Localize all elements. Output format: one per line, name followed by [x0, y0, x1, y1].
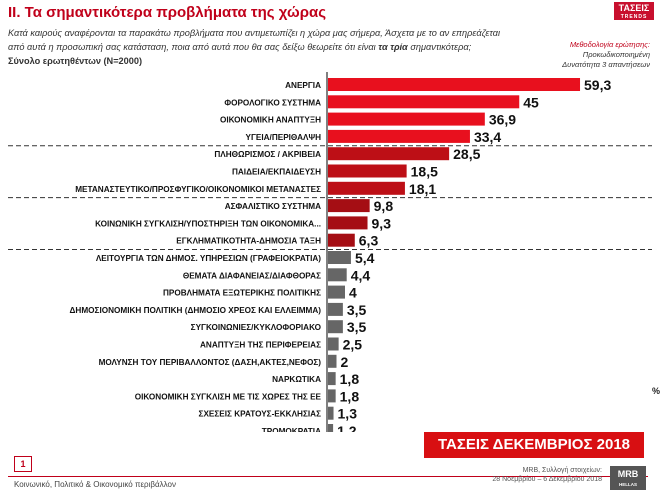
- value-label: 4,4: [351, 267, 371, 283]
- category-label: ΠΑΙΔΕΙΑ/ΕΚΠΑΙΔΕΥΣΗ: [232, 168, 321, 177]
- category-label: ΕΓΚΛΗΜΑΤΙΚΟΤΗΤΑ-ΔΗΜΟΣΙΑ ΤΑΞΗ: [176, 237, 321, 246]
- category-label: ΑΣΦΑΛΙΣΤΙΚΟ ΣΥΣΤΗΜΑ: [225, 202, 321, 211]
- bar: [328, 320, 343, 334]
- category-label: ΔΗΜΟΣΙΟΝΟΜΙΚΗ ΠΟΛΙΤΙΚΗ (ΔΗΜΟΣΙΟ ΧΡΕΟΣ ΚΑ…: [70, 306, 322, 315]
- value-label: 45: [523, 94, 539, 110]
- bar: [328, 302, 343, 316]
- footer-source: MRB, Συλλογή στοιχείων: 28 Νοεμβρίου – 6…: [452, 466, 602, 484]
- bar: [328, 354, 337, 368]
- category-label: ΚΟΙΝΩΝΙΚΗ ΣΥΓΚΛΙΣΗ/ΥΠΟΣΤΗΡΙΞΗ ΤΩΝ ΟΙΚΟΝΟ…: [95, 219, 321, 228]
- value-label: 18,5: [411, 164, 438, 180]
- question-line-2: από αυτά η προσωπική σας κατάσταση, ποια…: [8, 40, 568, 54]
- bar: [328, 372, 336, 386]
- footer-section: Κοινωνικό, Πολιτικό & Οικονομικό περιβάλ…: [14, 480, 176, 489]
- source-line-1: MRB, Συλλογή στοιχείων:: [522, 467, 602, 474]
- category-label: ΦΟΡΟΛΟΓΙΚΟ ΣΥΣΤΗΜΑ: [224, 98, 321, 107]
- taseis-logo: ΤΑΣΕΙΣ TRENDS: [614, 2, 654, 20]
- value-label: 9,8: [374, 198, 394, 214]
- question-line-2-bold: τα τρία: [378, 42, 408, 52]
- bar: [328, 406, 334, 420]
- unit-marker: %: [652, 386, 660, 396]
- bar: [328, 251, 351, 264]
- category-label: ΠΡΟΒΛΗΜΑΤΑ ΕΞΩΤΕΡΙΚΗΣ ΠΟΛΙΤΙΚΗΣ: [163, 289, 321, 298]
- mrb-logo: MRB HELLAS: [610, 466, 646, 490]
- bar-chart: ΑΝΕΡΓΙΑ 59,3 ΦΟΡΟΛΟΓΙΚΟ ΣΥΣΤΗΜΑ 45 ΟΙΚΟΝΟΜΙΚ…: [8, 72, 652, 432]
- bar: [328, 95, 520, 109]
- category-label: ΜΟΛΥΝΣΗ ΤΟΥ ΠΕΡΙΒΑΛΛΟΝΤΟΣ (ΔΑΣΗ,ΑΚΤΕΣ,ΝΕ…: [99, 358, 322, 367]
- bar: [328, 424, 334, 432]
- category-label: ΛΕΙΤΟΥΡΓΙΑ ΤΩΝ ΔΗΜΟΣ. ΥΠΗΡΕΣΙΩΝ (ΓΡΑΦΕΙΟ…: [96, 254, 321, 263]
- page-title: ΙΙ. Τα σημαντικότερα προβλήματα της χώρα…: [8, 4, 326, 21]
- value-label: 6,3: [359, 233, 379, 249]
- logo-text: ΤΑΣΕΙΣ: [618, 3, 650, 13]
- category-label: ΑΝΑΠΤΥΞΗ ΤΗΣ ΠΕΡΙΦΕΡΕΙΑΣ: [200, 341, 321, 350]
- source-line-2: 28 Νοεμβρίου – 6 Δεκεμβρίου 2018: [492, 476, 602, 483]
- category-label: ΥΓΕΙΑ/ΠΕΡΙΘΑΛΨΗ: [246, 133, 322, 142]
- value-label: 1,2: [337, 423, 357, 432]
- bar: [328, 78, 581, 91]
- bar: [328, 164, 407, 178]
- bar: [328, 147, 450, 161]
- methodology-note: Μεθοδολογία ερώτησης: Προκωδικοποιημένη …: [562, 40, 650, 70]
- methodology-line-1: Προκωδικοποιημένη: [582, 50, 650, 59]
- value-label: 59,3: [584, 77, 611, 93]
- value-label: 36,9: [489, 112, 516, 128]
- page-number: 1: [14, 456, 32, 472]
- methodology-line-2: Δυνατότητα 3 απαντήσεων: [562, 60, 650, 69]
- bar: [328, 233, 355, 247]
- category-label: ΟΙΚΟΝΟΜΙΚΗ ΑΝΑΠΤΥΞΗ: [220, 116, 321, 125]
- question-line-1: Κατά καιρούς αναφέρονται τα παρακάτω προ…: [8, 28, 500, 38]
- footer-divider: [8, 476, 648, 477]
- question-line-2-post: σημαντικότερα;: [407, 42, 472, 52]
- value-label: 28,5: [453, 146, 480, 162]
- category-label: ΜΕΤΑΝΑΣΤΕΥΤΙΚΟ/ΠΡΟΣΦΥΓΙΚΟ/ΟΙΚΟΝΟΜΙΚΟΙ ΜΕ…: [75, 185, 321, 194]
- survey-banner: ΤΑΣΕΙΣ ΔΕΚΕΜΒΡΙΟΣ 2018: [424, 432, 644, 458]
- question-text: Κατά καιρούς αναφέρονται τα παρακάτω προ…: [8, 26, 568, 68]
- bar: [328, 129, 470, 143]
- bar: [328, 216, 368, 230]
- mrb-logo-subtext: HELLAS: [619, 482, 637, 487]
- bar: [328, 389, 336, 403]
- category-label: ΘΕΜΑΤΑ ΔΙΑΦΑΝΕΙΑΣ/ΔΙΑΦΘΟΡΑΣ: [183, 271, 321, 280]
- value-label: 3,5: [347, 319, 367, 335]
- value-label: 1,3: [338, 406, 358, 422]
- value-label: 4: [349, 285, 357, 301]
- value-label: 2: [341, 354, 349, 370]
- value-label: 33,4: [474, 129, 501, 145]
- category-label: ΟΙΚΟΝΟΜΙΚΗ ΣΥΓΚΛΙΣΗ ΜΕ ΤΙΣ ΧΩΡΕΣ ΤΗΣ ΕΕ: [135, 392, 322, 401]
- category-label: ΣΥΓΚΟΙΝΩΝΙΕΣ/ΚΥΚΛΟΦΟΡΙΑΚΟ: [191, 323, 322, 332]
- bar: [328, 199, 370, 213]
- methodology-title: Μεθοδολογία ερώτησης:: [569, 40, 650, 49]
- value-label: 2,5: [343, 337, 363, 353]
- category-label: ΑΝΕΡΓΙΑ: [285, 81, 321, 90]
- category-label: ΝΑΡΚΩΤΙΚΑ: [272, 375, 321, 384]
- value-label: 18,1: [409, 181, 436, 197]
- category-label: ΤΡΟΜΟΚΡΑΤΙΑ: [262, 427, 321, 432]
- value-label: 5,4: [355, 250, 375, 266]
- value-label: 3,5: [347, 302, 367, 318]
- value-label: 1,8: [340, 388, 360, 404]
- value-label: 1,8: [340, 371, 360, 387]
- logo-subtext: TRENDS: [620, 14, 648, 20]
- value-label: 9,3: [372, 215, 392, 231]
- bar: [328, 285, 345, 299]
- bar: [328, 268, 347, 282]
- category-label: ΠΛΗΘΩΡΙΣΜΟΣ / ΑΚΡΙΒΕΙΑ: [214, 150, 321, 159]
- bar: [328, 112, 485, 126]
- sample-size: Σύνολο ερωτηθέντων (N=2000): [8, 56, 143, 66]
- question-line-2-pre: από αυτά η προσωπική σας κατάσταση, ποια…: [8, 42, 379, 52]
- category-label: ΣΧΕΣΕΙΣ ΚΡΑΤΟΥΣ-ΕΚΚΛΗΣΙΑΣ: [199, 410, 322, 419]
- bar: [328, 337, 339, 351]
- mrb-logo-text: MRB: [617, 469, 639, 479]
- bar: [328, 181, 405, 195]
